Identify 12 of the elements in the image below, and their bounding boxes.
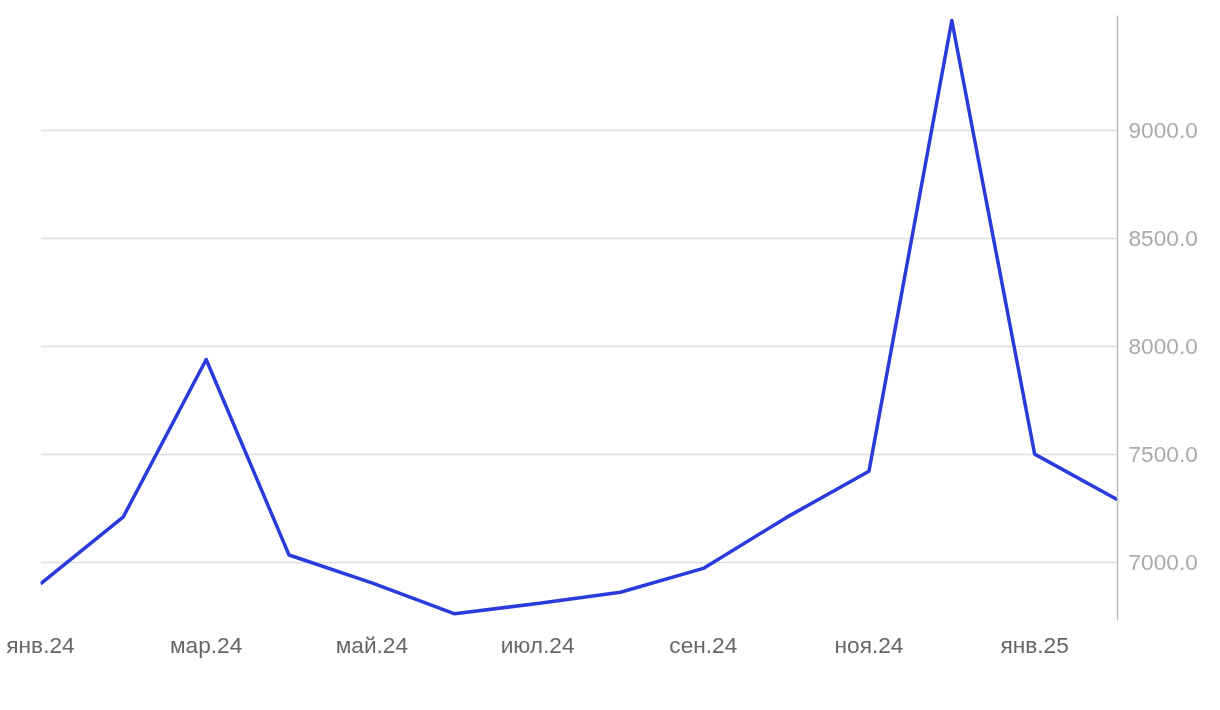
y-tick-label: 7500.0 — [1128, 440, 1198, 467]
y-tick-label: 8000.0 — [1128, 332, 1198, 359]
x-tick-label: мар.24 — [170, 631, 243, 658]
x-tick-label: сен.24 — [669, 631, 738, 658]
y-tick-label: 9000.0 — [1128, 116, 1198, 143]
y-tick-label: 8500.0 — [1128, 224, 1198, 251]
x-tick-label: янв.25 — [1000, 631, 1069, 658]
y-tick-label: 7000.0 — [1128, 548, 1198, 575]
x-tick-label: май.24 — [335, 631, 409, 658]
x-tick-label: ноя.24 — [834, 631, 904, 658]
x-tick-label: июл.24 — [500, 631, 575, 658]
x-tick-label: янв.24 — [6, 631, 75, 658]
